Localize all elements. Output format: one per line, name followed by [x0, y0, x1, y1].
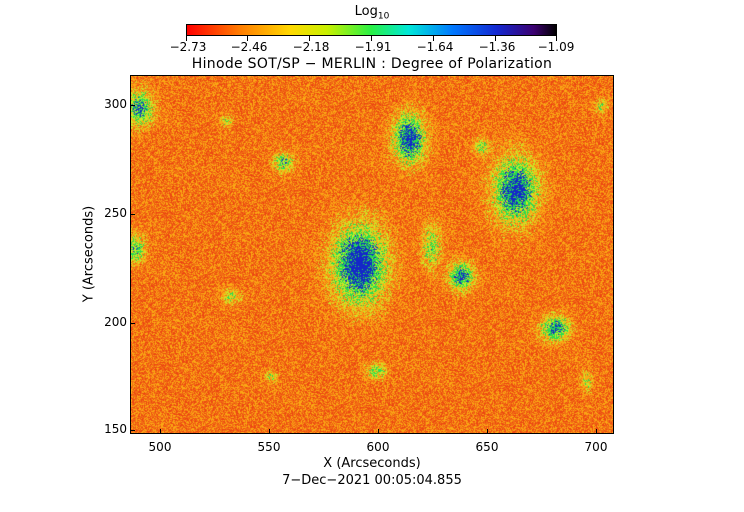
colorbar-tick-label: −1.09: [537, 40, 575, 54]
x-tick: [160, 429, 161, 434]
colorbar-tick: [495, 36, 496, 41]
colorbar-tick-label: −2.46: [230, 40, 268, 54]
x-tick-label: 600: [366, 440, 390, 454]
colorbar-tick-label: −1.91: [354, 40, 392, 54]
x-axis-title: X (Arcseconds): [323, 456, 421, 471]
colorbar-tick: [247, 36, 248, 41]
plot-title: Hinode SOT/SP − MERLIN : Degree of Polar…: [191, 56, 553, 72]
colorbar-tick: [186, 36, 187, 41]
colorbar-tick-label: −2.18: [292, 40, 330, 54]
colorbar-tick: [556, 36, 557, 41]
y-axis-title: Y (Arcseconds): [81, 205, 97, 303]
y-tick: [130, 323, 135, 324]
x-tick: [596, 429, 597, 434]
colorbar-title: Log10: [354, 4, 390, 22]
colorbar-tick: [433, 36, 434, 41]
polarization-map: [130, 75, 614, 434]
x-tick-label: 700: [584, 440, 608, 454]
y-tick: [130, 214, 135, 215]
y-tick-label: 300: [104, 97, 127, 111]
y-tick-label: 250: [104, 206, 127, 220]
x-tick-label: 550: [257, 440, 281, 454]
x-tick-label: 650: [475, 440, 499, 454]
colorbar-tick: [309, 36, 310, 41]
x-tick: [487, 429, 488, 434]
polarization-map-image: [131, 76, 613, 433]
y-tick-label: 200: [104, 315, 127, 329]
colorbar-tick: [371, 36, 372, 41]
colorbar-tick-label: −2.73: [169, 40, 207, 54]
y-tick: [130, 105, 135, 106]
x-tick-label: 500: [148, 440, 172, 454]
colorbar-tick-label: −1.64: [416, 40, 454, 54]
y-tick-label: 150: [104, 422, 127, 436]
colorbar: [186, 24, 557, 36]
timestamp: 7−Dec−2021 00:05:04.855: [282, 473, 462, 488]
x-tick: [378, 429, 379, 434]
y-tick: [130, 430, 135, 431]
colorbar-tick-label: −1.36: [478, 40, 516, 54]
x-tick: [269, 429, 270, 434]
